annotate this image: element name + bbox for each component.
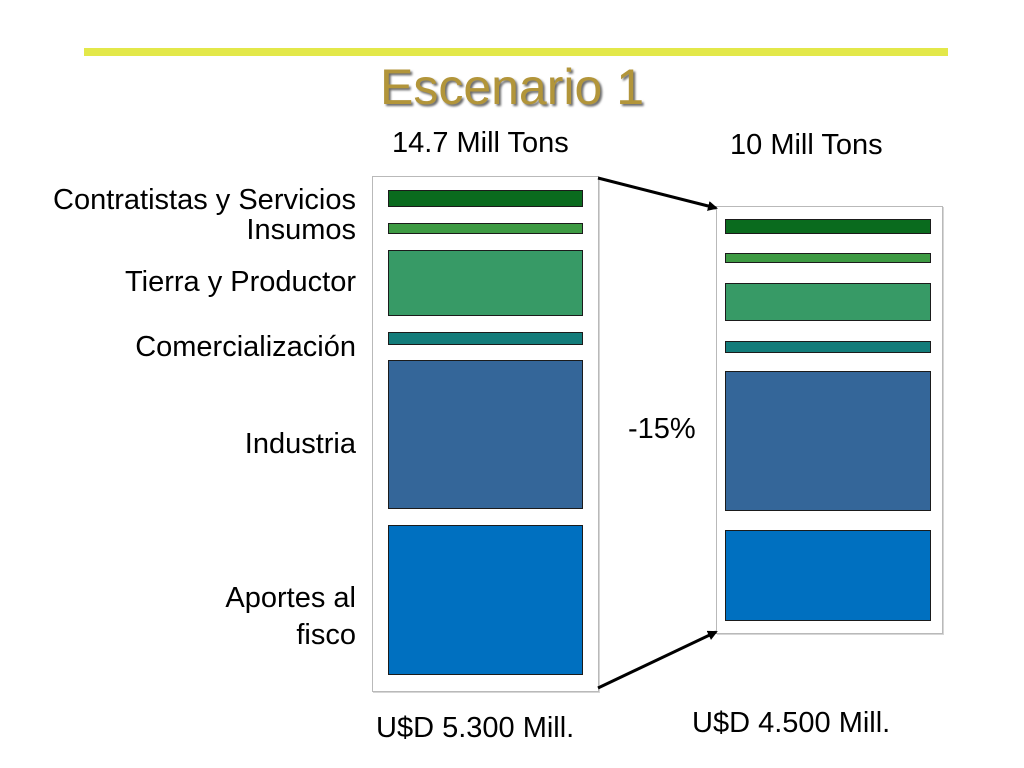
label-comercializacion: Comercialización [135, 331, 356, 363]
left-seg-contratistas [388, 190, 583, 207]
left-seg-comercializacion [388, 332, 583, 345]
label-industria: Industria [244, 428, 356, 460]
left-seg-industria [388, 360, 583, 509]
right-seg-aportes [725, 530, 931, 621]
right-seg-contratistas [725, 219, 931, 234]
scenario-left-value: U$D 5.300 Mill. [376, 712, 575, 744]
label-contratistas: Contratistas y Servicios [53, 184, 356, 216]
left-seg-tierra [388, 250, 583, 316]
left-seg-insumos [388, 223, 583, 234]
right-seg-comercializacion [725, 341, 931, 353]
scenario-right-tonnage: 10 Mill Tons [730, 129, 883, 161]
label-tierra-productor: Tierra y Productor [125, 266, 356, 298]
scenario-left-tonnage: 14.7 Mill Tons [392, 127, 569, 159]
arrow-bottom [597, 630, 718, 690]
label-insumos: Insumos [246, 214, 356, 246]
title-rule [84, 48, 948, 56]
right-seg-insumos [725, 253, 931, 263]
left-seg-aportes [388, 525, 583, 675]
change-percentage: -15% [628, 413, 696, 445]
arrow-top [597, 176, 718, 211]
right-seg-tierra [725, 283, 931, 321]
right-seg-industria [725, 371, 931, 511]
slide-title: Escenario 1 [379, 59, 645, 115]
scenario-right-value: U$D 4.500 Mill. [692, 707, 891, 739]
label-aportes-fisco: Aportes al fisco [225, 582, 356, 652]
